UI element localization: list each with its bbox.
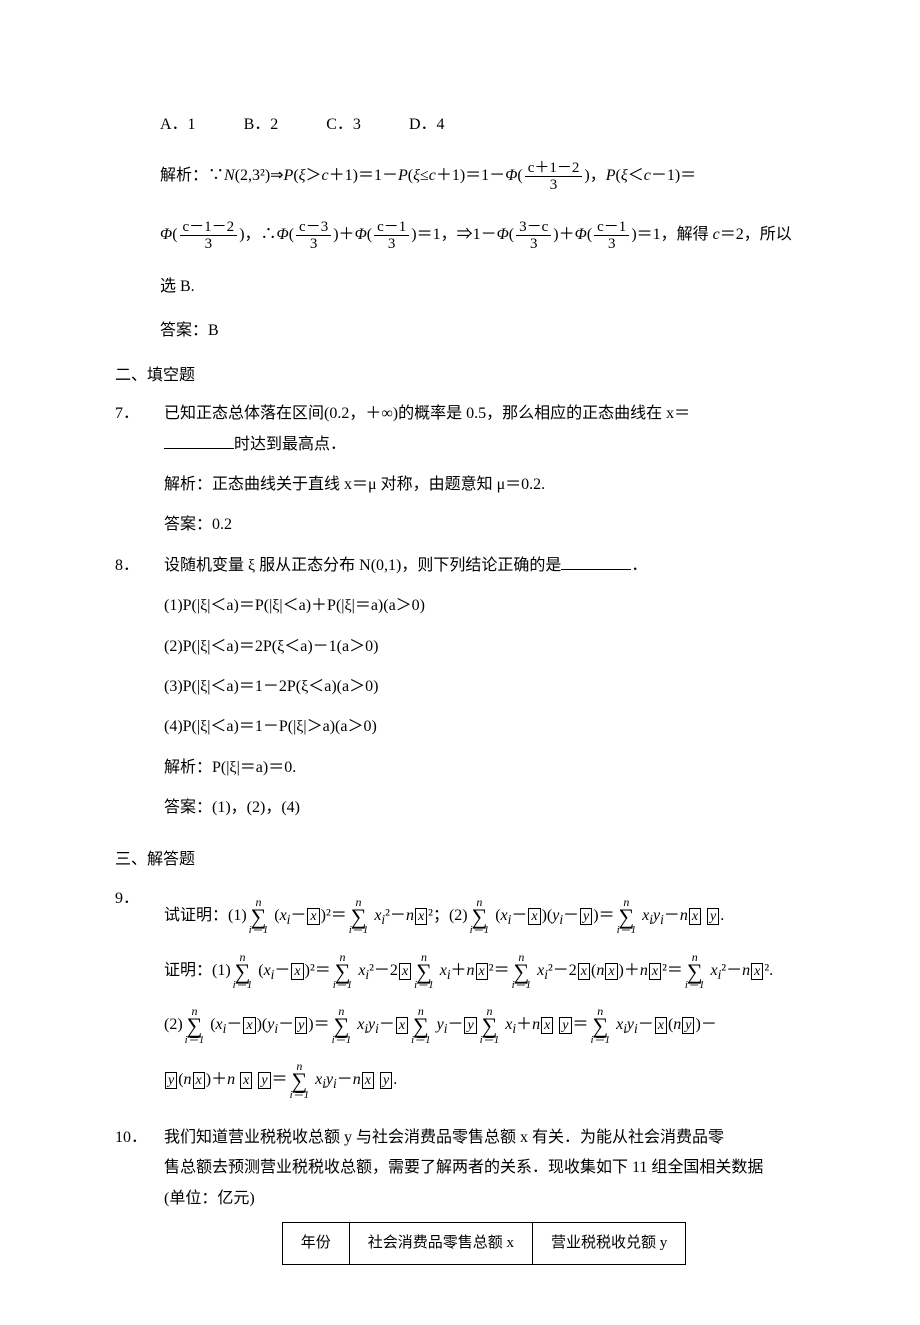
q8-opt3: (3)P(|ξ|＜a)＝1－2P(ξ＜a)(a＞0) (164, 672, 804, 702)
p6-select: 选 B. (115, 272, 805, 302)
q7-text-1: 已知正态总体落在区间(0.2，＋∞)的概率是 0.5，那么相应的正态曲线在 x＝ (164, 405, 690, 422)
question-9: 9． 试证明：(1)n∑i＝1 (xi－x)²＝n∑i＝1 xi²－nx²；(2… (115, 884, 805, 1113)
q9-proof-2b: y(nx)＋n x y＝n∑i＝1 xiyi－nx y. (164, 1058, 804, 1103)
table-header-row: 年份 社会消费品零售总额 x 营业税税收兑额 y (282, 1223, 686, 1265)
option-b: B．2 (244, 116, 279, 133)
q8-opt1: (1)P(|ξ|＜a)＝P(|ξ|＜a)＋P(|ξ|＝a)(a＞0) (164, 591, 804, 621)
q10-text-3: (单位：亿元) (164, 1190, 255, 1207)
th-y: 营业税税收兑额 y (533, 1223, 686, 1265)
q9-proof-1: 证明：(1)n∑i＝1 (xi－x)²＝n∑i＝1 xi²－2xn∑i＝1 xi… (164, 949, 804, 994)
q9-prove-label: 试证明：(1) (164, 907, 247, 924)
q8-opt4: (4)P(|ξ|＜a)＝1－P(|ξ|＞a)(a＞0) (164, 712, 804, 742)
q9-part2-label: (2) (164, 1016, 183, 1033)
q9-proof-2a: (2)n∑i＝1 (xi－x)(yi－y)＝n∑i＝1 xiyi－xn∑i＝1 … (164, 1003, 804, 1048)
option-c: C．3 (326, 116, 361, 133)
question-7: 7． 已知正态总体落在区间(0.2，＋∞)的概率是 0.5，那么相应的正态曲线在… (115, 399, 805, 551)
q8-analysis: 解析：P(|ξ|＝a)＝0. (164, 753, 804, 783)
q8-period: ． (631, 557, 647, 574)
q7-blank (164, 432, 234, 449)
p6-analysis-line1: 解析：∵N(2,3²)⇒P(ξ＞c＋1)＝1－P(ξ≤c＋1)＝1－Φ(c＋1－… (115, 154, 805, 199)
q8-blank (561, 553, 631, 570)
q8-answer: 答案：(1)，(2)，(4) (164, 793, 804, 823)
q7-analysis: 解析：正态曲线关于直线 x＝μ 对称，由题意知 μ＝0.2. (164, 470, 804, 500)
q8-number: 8． (115, 551, 160, 581)
th-x: 社会消费品零售总额 x (349, 1223, 532, 1265)
analysis-label: 解析：∵ (160, 167, 224, 184)
option-a: A．1 (160, 116, 196, 133)
q9-number: 9． (115, 884, 160, 914)
q10-number: 10． (115, 1123, 160, 1153)
q9-statement: 试证明：(1)n∑i＝1 (xi－x)²＝n∑i＝1 xi²－nx²；(2)n∑… (164, 894, 804, 939)
q10-table: 年份 社会消费品零售总额 x 营业税税收兑额 y (282, 1222, 687, 1265)
q8-text: 设随机变量 ξ 服从正态分布 N(0,1)，则下列结论正确的是 (164, 557, 561, 574)
q7-number: 7． (115, 399, 160, 429)
q8-opt2: (2)P(|ξ|＜a)＝2P(ξ＜a)－1(a＞0) (164, 632, 804, 662)
mc-options: A．1 B．2 C．3 D．4 (115, 110, 805, 140)
q10-text-1: 我们知道营业税税收总额 y 与社会消费品零售总额 x 有关．为能从社会消费品零 (164, 1129, 724, 1146)
q9-proof-label: 证明：(1) (164, 962, 231, 979)
question-10: 10． 我们知道营业税税收总额 y 与社会消费品零售总额 x 有关．为能从社会消… (115, 1123, 805, 1265)
section-3-title: 三、解答题 (115, 845, 805, 875)
th-year: 年份 (282, 1223, 349, 1265)
page-container: A．1 B．2 C．3 D．4 解析：∵N(2,3²)⇒P(ξ＞c＋1)＝1－P… (0, 0, 920, 1325)
q7-text-2: 时达到最高点． (234, 436, 346, 453)
option-d: D．4 (409, 116, 445, 133)
question-8: 8． 设随机变量 ξ 服从正态分布 N(0,1)，则下列结论正确的是 ． (1)P… (115, 551, 805, 834)
section-2-title: 二、填空题 (115, 361, 805, 391)
p6-analysis-line2: Φ(c－1－23)，∴Φ(c－33)＋Φ(c－13)＝1，⇒1－Φ(3－c3)＋… (115, 213, 805, 258)
p6-answer: 答案：B (115, 316, 805, 346)
q7-answer: 答案：0.2 (164, 510, 804, 540)
q10-text-2: 售总额去预测营业税税收总额，需要了解两者的关系．现收集如下 11 组全国相关数据 (164, 1159, 763, 1176)
q9-mid: ；(2) (433, 907, 468, 924)
